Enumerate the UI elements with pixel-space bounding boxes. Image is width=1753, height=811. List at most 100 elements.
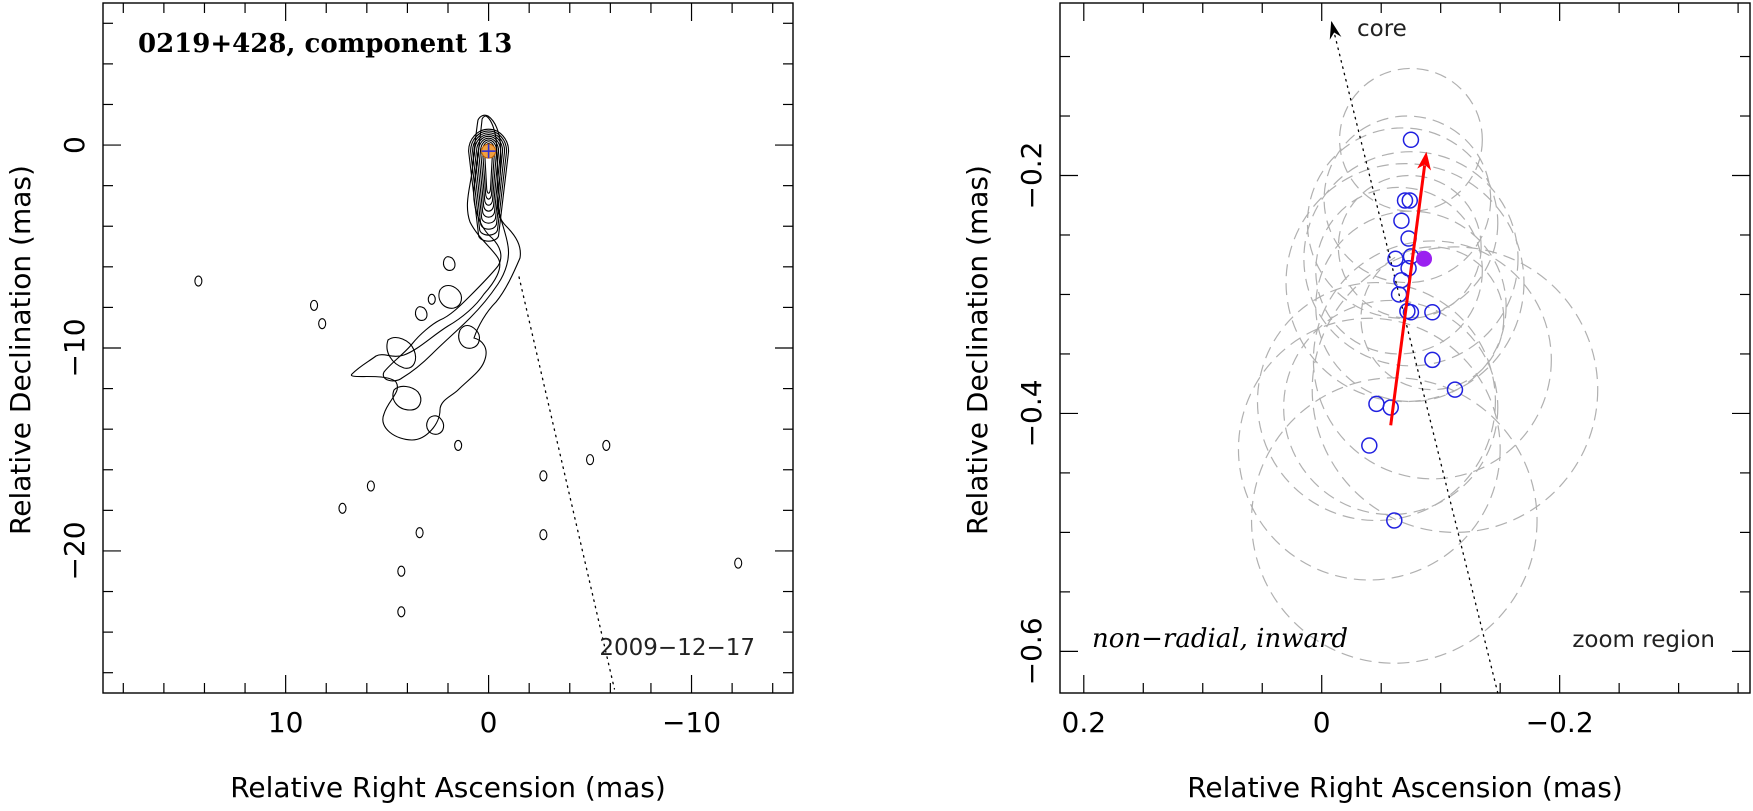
jet-blob-contour-5 bbox=[426, 415, 445, 435]
left-contours bbox=[194, 114, 743, 618]
right-x-axis-label: Relative Right Ascension (mas) bbox=[1187, 771, 1623, 804]
right-y-axis-label: Relative Declination (mas) bbox=[961, 165, 994, 535]
left-y-axis-label: Relative Declination (mas) bbox=[4, 165, 37, 535]
position-point bbox=[1424, 351, 1441, 369]
right-y-tick-label: −0.4 bbox=[1015, 379, 1048, 447]
left-x-tick-labels: 10 0 −10 bbox=[268, 706, 721, 739]
position-point bbox=[1387, 250, 1404, 268]
right-plot-frame bbox=[1059, 2, 1751, 694]
left-panel-title: 0219+428, component 13 bbox=[138, 29, 512, 59]
isolated-contour bbox=[539, 529, 548, 541]
position-point bbox=[1382, 399, 1399, 416]
jet-blob-contour-4 bbox=[392, 385, 422, 411]
position-points bbox=[1361, 131, 1464, 529]
isolated-contour bbox=[415, 527, 424, 539]
uncertainty-circle bbox=[1337, 174, 1482, 319]
core-contour bbox=[468, 128, 510, 242]
left-x-tick-label: 0 bbox=[480, 706, 498, 739]
position-point bbox=[1393, 212, 1410, 229]
core-contour bbox=[470, 130, 508, 236]
uncertainty-circle bbox=[1283, 299, 1499, 516]
position-point bbox=[1446, 381, 1464, 398]
right-x-tick-label: −0.2 bbox=[1526, 706, 1594, 739]
core-arrow-head bbox=[1329, 20, 1342, 40]
core-contour bbox=[478, 137, 500, 212]
right-x-tick-label: 0.2 bbox=[1062, 706, 1107, 739]
isolated-contour bbox=[194, 275, 203, 287]
jet-blob-contour-1 bbox=[386, 337, 417, 369]
core-contour bbox=[480, 139, 498, 206]
left-y-tick-label: −10 bbox=[58, 318, 91, 377]
uncertainty-circle bbox=[1312, 240, 1552, 480]
position-point bbox=[1402, 131, 1420, 149]
jet-blob-contour-7 bbox=[442, 256, 456, 271]
right-y-tick-labels: −0.2 −0.4 −0.6 bbox=[1015, 142, 1048, 686]
left-x-axis-label: Relative Right Ascension (mas) bbox=[230, 771, 666, 804]
right-y-tick-label: −0.2 bbox=[1015, 142, 1048, 210]
uncertainty-circle bbox=[1311, 246, 1599, 533]
isolated-contour bbox=[454, 439, 463, 451]
left-plot-frame bbox=[102, 2, 794, 694]
jet-mid-contour bbox=[382, 115, 510, 382]
left-ticks bbox=[103, 3, 793, 693]
uncertainty-circle bbox=[1323, 115, 1492, 284]
jet-blob-contour-2 bbox=[438, 284, 463, 309]
right-ticks bbox=[1060, 3, 1750, 693]
left-x-tick-label: −10 bbox=[662, 706, 721, 739]
core-contours bbox=[468, 128, 510, 242]
left-y-tick-label: 0 bbox=[58, 136, 91, 154]
isolated-contours bbox=[194, 275, 743, 618]
isolated-contour bbox=[397, 606, 406, 618]
isolated-contour bbox=[310, 299, 319, 311]
uncertainty-circle bbox=[1338, 67, 1483, 212]
jet-direction-line bbox=[518, 276, 616, 690]
core-contour bbox=[476, 135, 502, 218]
position-point bbox=[1401, 192, 1419, 209]
uncertainty-circle bbox=[1237, 317, 1501, 581]
epoch-label: 2009−12−17 bbox=[599, 635, 755, 661]
uncertainty-circle bbox=[1256, 281, 1497, 522]
right-panel: core non−radial, inward zoom region 0.2 0… bbox=[961, 2, 1751, 804]
motion-type-label: non−radial, inward bbox=[1092, 624, 1348, 654]
mean-position-marker bbox=[1416, 250, 1433, 267]
isolated-contour bbox=[366, 480, 375, 492]
uncertainty-circles bbox=[1237, 67, 1599, 664]
position-point bbox=[1386, 512, 1403, 529]
left-x-tick-label: 10 bbox=[268, 706, 304, 739]
zoom-region-label: zoom region bbox=[1572, 627, 1715, 653]
left-y-tick-label: −20 bbox=[58, 521, 91, 580]
position-point bbox=[1402, 304, 1420, 321]
core-contour bbox=[474, 134, 504, 224]
left-y-tick-labels: 0 −10 −20 bbox=[58, 136, 91, 580]
position-point bbox=[1400, 260, 1417, 277]
jet-blob-contour-3 bbox=[458, 324, 481, 349]
right-x-tick-labels: 0.2 0 −0.2 bbox=[1062, 706, 1594, 739]
motion-vector-head bbox=[1417, 151, 1432, 171]
core-direction-line bbox=[1330, 20, 1499, 694]
motion-vector bbox=[1389, 165, 1427, 426]
isolated-contour bbox=[734, 557, 743, 569]
right-y-tick-label: −0.6 bbox=[1015, 617, 1048, 685]
isolated-contour bbox=[338, 502, 347, 514]
uncertainty-circle bbox=[1360, 246, 1505, 391]
uncertainty-circle bbox=[1303, 151, 1519, 367]
right-x-tick-label: 0 bbox=[1313, 706, 1331, 739]
position-point bbox=[1361, 437, 1378, 454]
left-panel: 0219+428, component 13 2009−12−17 10 0 −10… bbox=[4, 2, 794, 804]
isolated-contour bbox=[318, 318, 327, 330]
uncertainty-circle bbox=[1315, 186, 1483, 355]
jet-blob-contour-6 bbox=[414, 306, 428, 321]
core-label: core bbox=[1357, 16, 1407, 42]
isolated-contour bbox=[427, 293, 436, 305]
isolated-contour bbox=[586, 454, 595, 466]
core-marker bbox=[481, 143, 497, 159]
isolated-contour bbox=[602, 439, 611, 451]
position-point bbox=[1393, 271, 1410, 289]
uncertainty-circle bbox=[1306, 127, 1499, 319]
uncertainty-circle bbox=[1250, 377, 1538, 664]
isolated-contour bbox=[539, 470, 548, 482]
position-point bbox=[1396, 192, 1414, 209]
position-point bbox=[1424, 304, 1441, 321]
uncertainty-circle bbox=[1285, 163, 1525, 403]
